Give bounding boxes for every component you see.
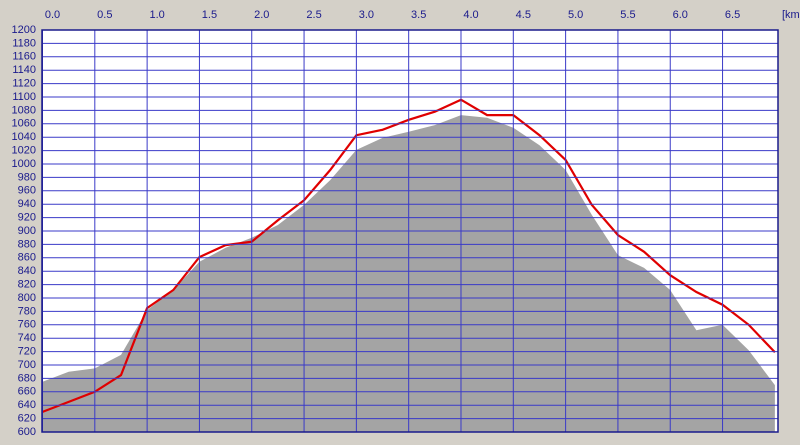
y-tick-label: 1000 — [12, 158, 36, 170]
y-tick-label: 840 — [18, 265, 36, 277]
y-tick-label: 660 — [18, 386, 36, 398]
x-tick-label: 1.5 — [202, 9, 217, 21]
y-tick-label: 1100 — [12, 91, 36, 103]
x-tick-label: 0.0 — [45, 9, 60, 21]
x-tick-label: 0.5 — [97, 9, 112, 21]
y-tick-label: 820 — [18, 279, 36, 291]
y-tick-label: 640 — [18, 399, 36, 411]
x-tick-label: 4.0 — [463, 9, 478, 21]
y-tick-label: 880 — [18, 238, 36, 250]
x-tick-label: 3.5 — [411, 9, 426, 21]
x-tick-label: 6.5 — [725, 9, 740, 21]
y-tick-label: 780 — [18, 305, 36, 317]
y-tick-label: 1020 — [12, 145, 36, 157]
y-tick-label: 1140 — [12, 64, 36, 76]
y-tick-label: 760 — [18, 319, 36, 331]
y-tick-label: 900 — [18, 225, 36, 237]
y-tick-label: 1060 — [12, 118, 36, 130]
y-tick-label: 680 — [18, 372, 36, 384]
y-tick-label: 1120 — [12, 78, 36, 90]
y-tick-label: 600 — [18, 426, 36, 438]
x-tick-label: 2.0 — [254, 9, 269, 21]
x-tick-label: 5.0 — [568, 9, 583, 21]
y-tick-label: 1200 — [12, 24, 36, 36]
y-tick-label: 1080 — [12, 104, 36, 116]
x-tick-label: 1.0 — [149, 9, 164, 21]
y-tick-label: 960 — [18, 185, 36, 197]
plot-border — [41, 29, 779, 433]
x-tick-label: 4.5 — [516, 9, 531, 21]
y-tick-label: 720 — [18, 346, 36, 358]
x-axis-label: [km — [782, 9, 800, 21]
y-tick-label: 980 — [18, 171, 36, 183]
y-tick-label: 1160 — [12, 51, 36, 63]
y-tick-label: 740 — [18, 332, 36, 344]
y-tick-label: 700 — [18, 359, 36, 371]
y-tick-label: 920 — [18, 212, 36, 224]
y-tick-label: 1180 — [12, 37, 36, 49]
y-tick-label: 620 — [18, 413, 36, 425]
x-tick-label: 5.5 — [620, 9, 635, 21]
x-tick-label: 3.0 — [359, 9, 374, 21]
y-tick-label: 940 — [18, 198, 36, 210]
y-tick-label: 800 — [18, 292, 36, 304]
y-tick-label: 1040 — [12, 131, 36, 143]
x-tick-label: 2.5 — [306, 9, 321, 21]
x-tick-label: 6.0 — [673, 9, 688, 21]
y-tick-label: 860 — [18, 252, 36, 264]
